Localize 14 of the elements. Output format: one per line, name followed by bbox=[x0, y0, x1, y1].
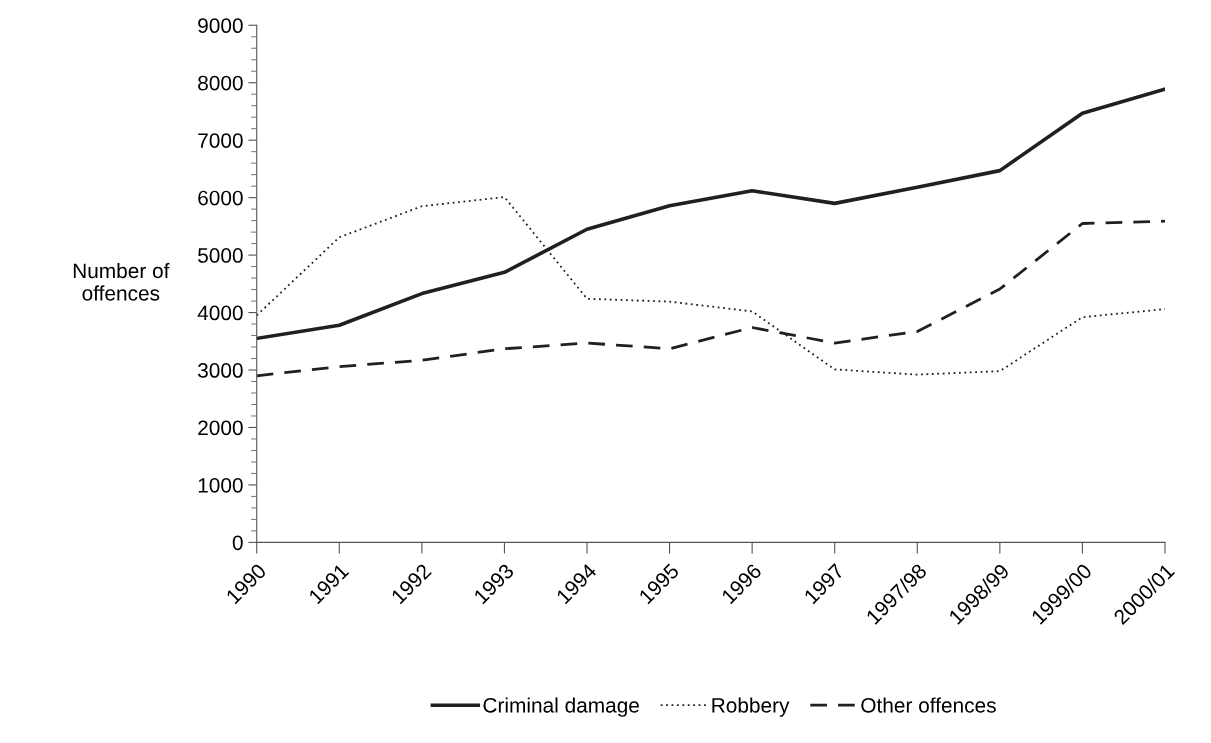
y-tick-label: 5000 bbox=[198, 248, 243, 263]
y-tick-label: 4000 bbox=[197, 305, 243, 321]
y-tick-label: 7000 bbox=[198, 133, 243, 148]
y-tick-label: 1000 bbox=[198, 477, 243, 493]
y-tick-label: 0 bbox=[232, 535, 243, 551]
y-tick-label: 3000 bbox=[197, 363, 243, 378]
legend-label: Criminal damage bbox=[483, 697, 639, 717]
legend-label: Other offences bbox=[861, 697, 996, 713]
y-axis-title: Number of offences bbox=[73, 262, 170, 301]
y-tick-label: 9000 bbox=[198, 18, 243, 34]
y-tick-label: 8000 bbox=[198, 75, 243, 91]
legend-label: Robbery bbox=[712, 697, 790, 717]
y-tick-label: 2000 bbox=[198, 420, 243, 436]
y-tick-label: 6000 bbox=[198, 190, 243, 206]
